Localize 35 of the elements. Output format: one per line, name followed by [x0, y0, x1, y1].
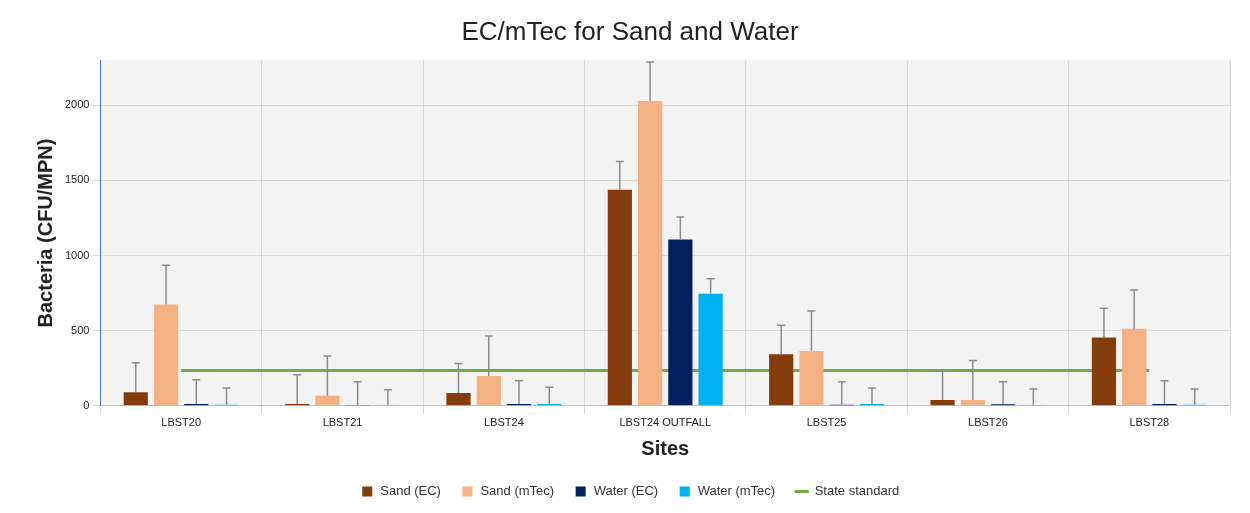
x-tick-label: LBST28 — [1129, 416, 1170, 429]
y-tick-label: 1000 — [64, 248, 90, 261]
bar — [1091, 337, 1117, 406]
y-tick-label: 1500 — [64, 173, 90, 186]
bar — [668, 239, 693, 406]
bar — [446, 392, 471, 406]
x-tick-label: LBST24 OUTFALL — [619, 416, 712, 429]
x-tick-label: LBST21 — [322, 416, 363, 429]
y-tick-label: 0 — [83, 398, 90, 411]
bar — [315, 395, 340, 406]
y-tick-label: 2000 — [64, 98, 90, 111]
bar — [153, 304, 179, 406]
legend-label: State standard — [814, 483, 900, 499]
x-tick-label: LBST26 — [968, 416, 1008, 429]
y-axis-title: Bacteria (CFU/MPN) — [33, 138, 56, 328]
y-tick-label: 500 — [71, 323, 90, 336]
bar — [638, 100, 663, 406]
x-tick-label: LBST25 — [806, 416, 847, 429]
legend-label: Water (EC) — [593, 483, 659, 499]
x-axis-title: Sites — [641, 436, 690, 459]
bar — [930, 400, 955, 406]
x-tick-label: LBST24 — [484, 416, 524, 429]
bar — [607, 189, 632, 406]
bar — [1122, 328, 1147, 406]
x-tick-label: LBST20 — [161, 416, 202, 429]
bar — [769, 354, 794, 406]
legend-label: Sand (EC) — [380, 483, 441, 499]
bar — [123, 392, 148, 406]
legend-label: Sand (mTec) — [480, 483, 555, 499]
bar — [698, 293, 723, 406]
bar — [799, 351, 824, 406]
chart-title: EC/mTec for Sand and Water — [461, 15, 799, 46]
bar — [960, 400, 985, 406]
legend-label: Water (mTec) — [697, 483, 776, 499]
bar — [476, 376, 501, 406]
